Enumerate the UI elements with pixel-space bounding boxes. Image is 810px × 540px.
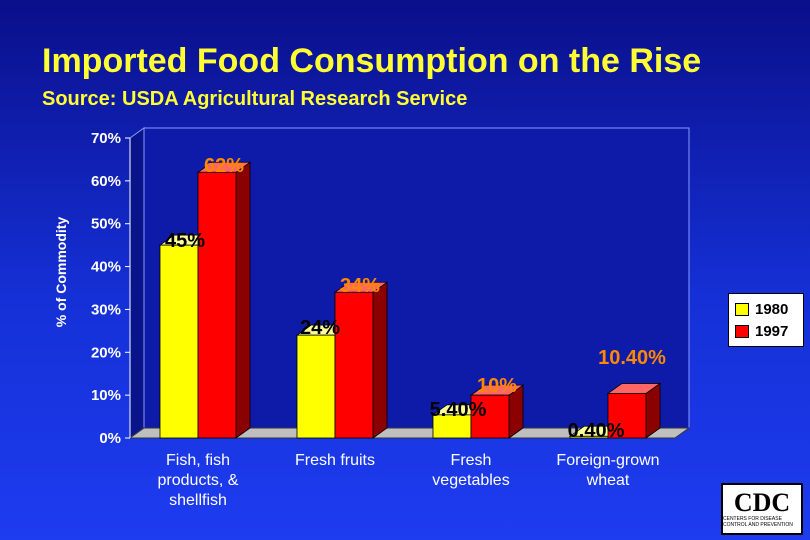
legend-label-1997: 1997	[755, 322, 789, 340]
bar-1997-2	[470, 394, 510, 439]
bar-1997-3	[607, 393, 647, 439]
y-tick-label: 50%	[91, 216, 121, 233]
bar-1980-0	[159, 244, 199, 439]
legend-label-1980: 1980	[755, 300, 789, 318]
cdc-logo-subtext: CENTERS FOR DISEASE CONTROL AND PREVENTI…	[723, 516, 793, 528]
plot-side-wall	[129, 127, 145, 439]
legend-item-1980: 1980	[735, 299, 788, 319]
data-label-1997-1: 34%	[340, 275, 380, 297]
y-tick-label: 70%	[91, 130, 121, 147]
bar-1980-1	[296, 334, 336, 439]
y-axis-title: % of Commodity	[53, 217, 69, 328]
cdc-logo-text: CDC	[733, 488, 791, 517]
category-label-2-1: vegetables	[432, 472, 509, 489]
bar-1997-0	[197, 171, 237, 439]
legend-swatch-1997	[735, 324, 749, 338]
category-label-0-0: Fish, fish	[166, 452, 230, 469]
category-label-1-0: Fresh fruits	[295, 452, 375, 469]
category-label-2-0: Fresh	[451, 452, 492, 469]
cdc-logo: CDC CENTERS FOR DISEASE CONTROL AND PREV…	[721, 483, 803, 535]
data-label-1980-3: 0.40%	[568, 420, 625, 442]
slide-subtitle: Source: USDA Agricultural Research Servi…	[42, 88, 468, 110]
bar-1997-0-side	[235, 161, 251, 439]
category-label-3-0: Foreign-grown	[556, 452, 659, 469]
category-label-3-1: wheat	[586, 472, 630, 489]
data-label-1980-2: 5.40%	[430, 399, 487, 421]
bar-1997-1-side	[372, 281, 388, 439]
slide-title: Imported Food Consumption on the Rise	[42, 42, 702, 80]
y-tick-label: 40%	[91, 259, 121, 276]
category-label-0-2: shellfish	[169, 492, 227, 509]
legend-item-1997: 1997	[735, 321, 788, 341]
chart-legend: 1980 1997	[728, 293, 804, 347]
y-tick-label: 20%	[91, 344, 121, 361]
data-label-1980-0: 45%	[165, 230, 205, 252]
data-label-1997-3: 10.40%	[598, 347, 666, 369]
category-label-0-1: products, &	[158, 472, 239, 489]
data-label-1980-1: 24%	[300, 317, 340, 339]
y-tick-label: 10%	[91, 387, 121, 404]
bar-1997-1	[334, 291, 374, 439]
data-label-1997-2: 10%	[477, 375, 517, 397]
y-tick-label: 0%	[99, 430, 121, 447]
y-tick-label: 30%	[91, 301, 121, 318]
data-label-1997-0: 62%	[204, 155, 244, 177]
y-tick-label: 60%	[91, 173, 121, 190]
legend-swatch-1980	[735, 302, 749, 316]
